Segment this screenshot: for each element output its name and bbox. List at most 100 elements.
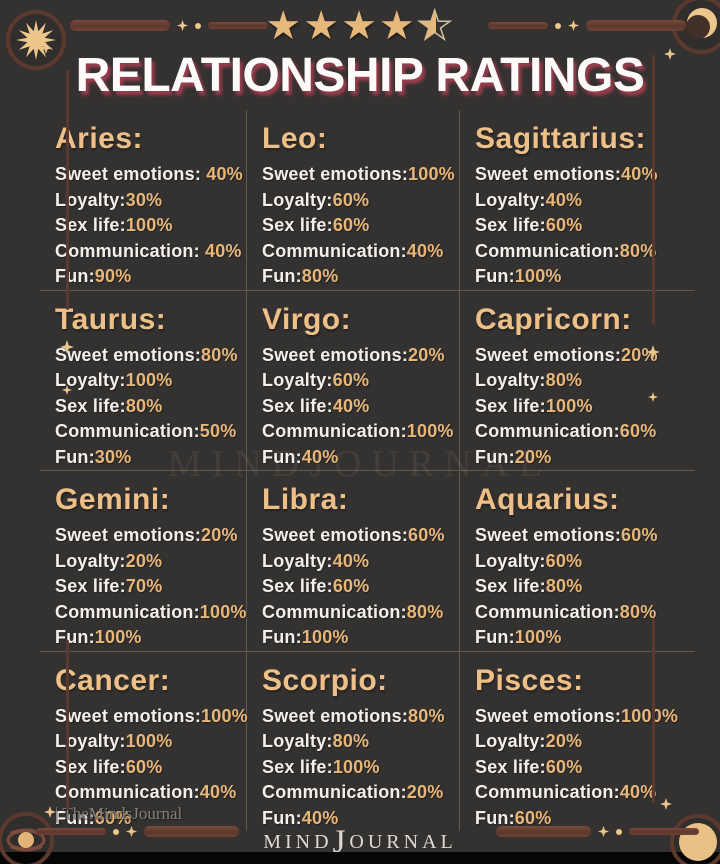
- rating-value: 40%: [332, 550, 370, 571]
- ornament-bottom-right: [496, 826, 699, 837]
- rating-line: Fun:100%: [475, 625, 689, 651]
- rating-value: 100%: [406, 421, 454, 441]
- crescent-moon-icon: [672, 0, 720, 54]
- rating-value: 100%: [199, 601, 247, 622]
- rating-line: Sweet emotions:100%: [262, 162, 455, 188]
- rating-value: 1000%: [621, 705, 679, 726]
- sign-name: Gemini:: [55, 483, 171, 516]
- sign-name: Sagittarius:: [475, 122, 647, 155]
- rating-label: Communication:: [55, 782, 200, 802]
- dot-icon: [555, 22, 561, 29]
- rating-label: Sex life:: [55, 215, 126, 235]
- rating-value: 100%: [545, 395, 593, 416]
- rating-label: Sweet emotions:: [262, 705, 409, 726]
- rating-line: Sex life:70%: [55, 574, 240, 600]
- rating-value: 40%: [545, 189, 583, 210]
- rating-line: Sex life:100%: [262, 755, 453, 781]
- rating-value: 60%: [408, 525, 445, 545]
- rating-line: Sweet emotions:40%: [475, 162, 689, 188]
- logo-text-ournal: OURNAL: [349, 831, 457, 853]
- rating-value: 100%: [125, 731, 173, 751]
- ornament-bar: [629, 828, 699, 835]
- rating-line: Communication:60%: [475, 419, 689, 445]
- rating-line: Loyalty:40%: [262, 549, 453, 575]
- sign-card-gemini: Gemini: Sweet emotions:20% Loyalty:20% Sex …: [40, 471, 247, 652]
- rating-value: 40%: [332, 395, 370, 416]
- rating-line: Communication: 40%: [55, 239, 242, 265]
- rating-value: 100%: [301, 627, 349, 647]
- rating-value: 40%: [199, 782, 237, 802]
- rating-line: Loyalty:30%: [55, 188, 240, 214]
- rating-label: Communication:: [262, 240, 407, 261]
- rating-line: Sweet emotions:60%: [475, 523, 689, 549]
- rating-label: Fun:: [55, 446, 95, 467]
- rating-value: 80%: [332, 731, 370, 751]
- rating-value: 100%: [514, 266, 562, 286]
- full-moon-icon: [670, 814, 720, 864]
- rating-label: Sweet emotions:: [475, 705, 622, 726]
- rating-value: 60%: [545, 756, 583, 777]
- rating-label: Loyalty:: [475, 550, 546, 571]
- rating-value: 20%: [514, 446, 552, 467]
- rating-line: Fun:100%: [475, 264, 689, 290]
- rating-line: Sex life:100%: [55, 213, 240, 239]
- rating-label: Sweet emotions:: [262, 525, 409, 545]
- rating-value: 40%: [205, 240, 242, 261]
- rating-value: 70%: [125, 576, 163, 596]
- rating-label: Communication:: [262, 782, 407, 802]
- rating-value: 20%: [125, 550, 163, 571]
- rating-value: 80%: [619, 240, 657, 261]
- ornament-top-right: [488, 20, 686, 31]
- star-rating: ★★★★★★: [0, 3, 720, 49]
- dot-icon: [113, 828, 119, 835]
- sign-card-libra: Libra: Sweet emotions:60% Loyalty:40% Sex l…: [247, 471, 460, 652]
- rating-label: Sex life:: [475, 395, 546, 416]
- rating-value: 30%: [125, 189, 163, 210]
- dot-icon: [616, 828, 622, 835]
- rating-label: Sweet emotions:: [55, 705, 202, 726]
- rating-line: Sex life:60%: [55, 755, 240, 781]
- eye-icon: [0, 812, 54, 864]
- rating-value: 100%: [201, 705, 248, 726]
- rating-value: 40%: [406, 240, 444, 261]
- sparkle-icon: [62, 385, 72, 395]
- rating-line: Loyalty:60%: [262, 368, 453, 394]
- ornament-bar: [144, 826, 239, 837]
- sign-card-aquarius: Aquarius: Sweet emotions:60% Loyalty:60% Se…: [460, 471, 695, 652]
- rating-value: 60%: [545, 550, 583, 571]
- rating-line: Sex life:40%: [262, 394, 453, 420]
- rating-line: Loyalty:100%: [55, 729, 240, 755]
- ornament-bar: [496, 826, 591, 837]
- rating-line: Sweet emotions:20%: [262, 343, 453, 369]
- ornament-vline: [66, 70, 69, 310]
- rating-label: Fun:: [262, 627, 302, 647]
- rating-label: Fun:: [475, 807, 515, 828]
- rating-line: Sweet emotions:80%: [55, 343, 240, 369]
- rating-line: Sweet emotions:60%: [262, 523, 453, 549]
- sign-name: Scorpio:: [262, 663, 388, 697]
- logo-text-mind: MIND: [263, 831, 333, 853]
- rating-label: Loyalty:: [475, 189, 546, 210]
- ornament-bar: [36, 828, 106, 835]
- rating-value: 30%: [94, 446, 132, 467]
- signs-grid: Aries: Sweet emotions: 40% Loyalty:30% Sex …: [40, 110, 695, 831]
- rating-label: Loyalty:: [55, 370, 126, 390]
- rating-label: Sex life:: [262, 215, 333, 235]
- rating-label: Sex life:: [262, 395, 333, 416]
- rating-line: Communication:40%: [55, 780, 240, 806]
- rating-line: Fun:80%: [262, 264, 453, 290]
- rating-line: Loyalty:60%: [262, 188, 453, 214]
- ornament-top-left: [70, 20, 268, 31]
- rating-label: Sweet emotions:: [55, 344, 202, 365]
- rating-label: Loyalty:: [475, 731, 546, 751]
- rating-value: 60%: [332, 576, 370, 596]
- dot-icon: [195, 22, 201, 29]
- rating-line: Communication:50%: [55, 419, 240, 445]
- star-icon: ★: [303, 4, 342, 48]
- sign-name: Cancer:: [55, 663, 171, 697]
- rating-line: Fun:100%: [55, 625, 240, 651]
- rating-label: Loyalty:: [55, 550, 126, 571]
- ornament-vline: [66, 640, 69, 810]
- rating-line: Sex life:100%: [475, 394, 689, 420]
